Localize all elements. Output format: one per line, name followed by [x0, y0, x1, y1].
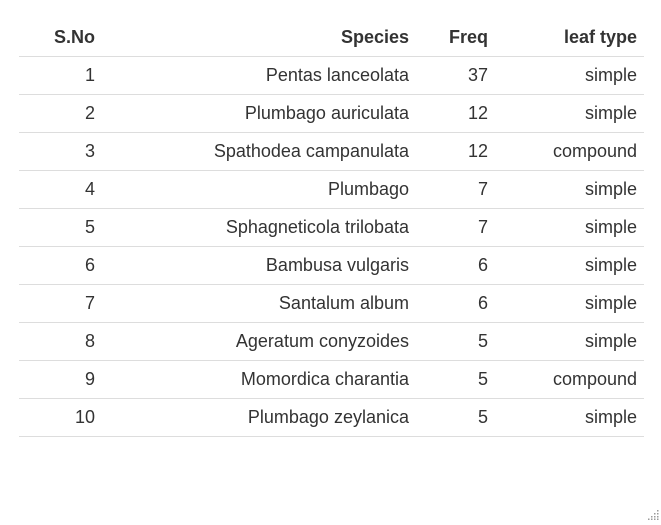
cell-freq: 7 [416, 170, 495, 209]
cell-species: Sphagneticola trilobata [102, 208, 416, 247]
cell-species: Plumbago [102, 170, 416, 209]
cell-leaf-type: simple [495, 398, 644, 437]
cell-species: Santalum album [102, 284, 416, 323]
cell-freq: 6 [416, 246, 495, 285]
cell-sno: 2 [19, 94, 102, 133]
table-row: 10 Plumbago zeylanica 5 simple [19, 398, 644, 437]
cell-sno: 10 [19, 398, 102, 437]
cell-species: Bambusa vulgaris [102, 246, 416, 285]
cell-freq: 6 [416, 284, 495, 323]
cell-freq: 5 [416, 360, 495, 399]
column-header-leaf-type: leaf type [495, 18, 644, 57]
cell-species: Plumbago zeylanica [102, 398, 416, 437]
cell-freq: 5 [416, 322, 495, 361]
cell-sno: 4 [19, 170, 102, 209]
table-row: 7 Santalum album 6 simple [19, 284, 644, 323]
cell-leaf-type: simple [495, 284, 644, 323]
cell-leaf-type: simple [495, 56, 644, 95]
table-row: 1 Pentas lanceolata 37 simple [19, 56, 644, 95]
cell-sno: 3 [19, 132, 102, 171]
table-row: 8 Ageratum conyzoides 5 simple [19, 322, 644, 361]
table-row: 2 Plumbago auriculata 12 simple [19, 94, 644, 133]
species-frequency-table: S.No Species Freq leaf type 1 Pentas lan… [19, 18, 644, 437]
cell-leaf-type: simple [495, 208, 644, 247]
column-header-sno: S.No [19, 18, 102, 57]
cell-sno: 8 [19, 322, 102, 361]
cell-sno: 9 [19, 360, 102, 399]
cell-sno: 5 [19, 208, 102, 247]
cell-leaf-type: simple [495, 94, 644, 133]
cell-freq: 5 [416, 398, 495, 437]
cell-species: Plumbago auriculata [102, 94, 416, 133]
cell-sno: 7 [19, 284, 102, 323]
table-row: 3 Spathodea campanulata 12 compound [19, 132, 644, 171]
table-row: 6 Bambusa vulgaris 6 simple [19, 246, 644, 285]
resize-grip-icon[interactable] [647, 507, 659, 520]
cell-freq: 7 [416, 208, 495, 247]
cell-freq: 12 [416, 94, 495, 133]
cell-freq: 37 [416, 56, 495, 95]
cell-leaf-type: simple [495, 246, 644, 285]
cell-species: Ageratum conyzoides [102, 322, 416, 361]
cell-species: Momordica charantia [102, 360, 416, 399]
cell-leaf-type: compound [495, 132, 644, 171]
cell-species: Pentas lanceolata [102, 56, 416, 95]
cell-leaf-type: compound [495, 360, 644, 399]
cell-sno: 6 [19, 246, 102, 285]
cell-species: Spathodea campanulata [102, 132, 416, 171]
cell-leaf-type: simple [495, 170, 644, 209]
cell-sno: 1 [19, 56, 102, 95]
column-header-freq: Freq [416, 18, 495, 57]
species-table-container: S.No Species Freq leaf type 1 Pentas lan… [19, 18, 644, 437]
table-row: 5 Sphagneticola trilobata 7 simple [19, 208, 644, 247]
cell-leaf-type: simple [495, 322, 644, 361]
cell-freq: 12 [416, 132, 495, 171]
column-header-species: Species [102, 18, 416, 57]
table-row: 4 Plumbago 7 simple [19, 170, 644, 209]
table-row: 9 Momordica charantia 5 compound [19, 360, 644, 399]
table-header-row: S.No Species Freq leaf type [19, 18, 644, 57]
